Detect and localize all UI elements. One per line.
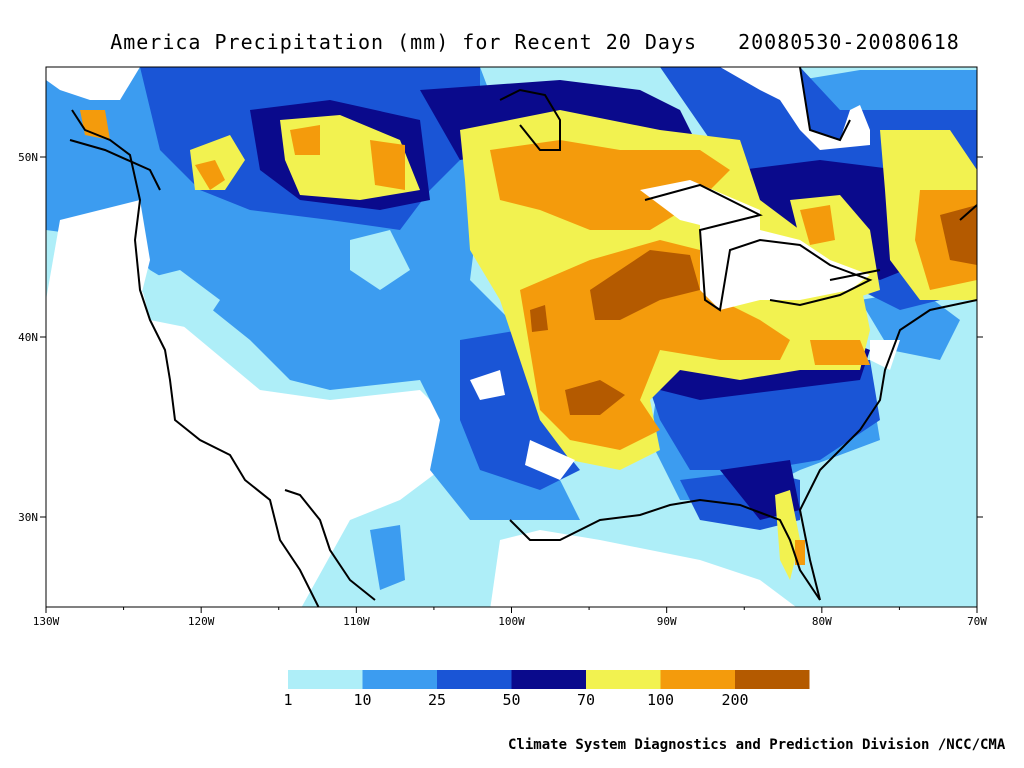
colorbar-label: 70: [577, 691, 595, 709]
baja-coast: [284, 489, 376, 601]
west-coast: [71, 109, 320, 607]
x-tick-label: 70W: [967, 615, 987, 628]
colorbar-label: 25: [428, 691, 446, 709]
colorbar-label: 10: [353, 691, 371, 709]
colorbar-label: 50: [502, 691, 520, 709]
y-tick-label: 40N: [18, 331, 38, 344]
x-axis: 130W 120W 110W 100W 90W 80W 70W: [33, 607, 987, 628]
y-tick-label: 50N: [18, 151, 38, 164]
zone-200-plus: [590, 250, 700, 320]
x-tick-label: 130W: [33, 615, 60, 628]
colorbar-swatch: [288, 670, 363, 689]
title-dates: 20080530-20080618: [738, 30, 960, 54]
colorbar-label: 200: [721, 691, 748, 709]
x-tick-label: 100W: [498, 615, 525, 628]
colorbar-swatch: [511, 670, 586, 689]
y-axis: 30N 40N 50N: [18, 151, 983, 524]
east-coast: [798, 299, 977, 601]
coastlines: [69, 67, 977, 607]
colorbar-swatch: [586, 670, 661, 689]
x-tick-label: 110W: [343, 615, 370, 628]
precip-field: [46, 67, 977, 607]
colorbar: 1 10 25 50 70 100 200: [283, 670, 810, 709]
credit-text: Climate System Diagnostics and Predictio…: [508, 737, 1006, 753]
colorbar-swatch: [735, 670, 810, 689]
y-tick-label: 30N: [18, 511, 38, 524]
great-lakes: [644, 183, 881, 312]
hudson-bay: [499, 88, 561, 151]
dry-zone-southwest: [46, 290, 450, 607]
colorbar-label: 100: [647, 691, 674, 709]
colorbar-swatch: [660, 670, 735, 689]
title-main: America Precipitation (mm) for Recent 20…: [110, 30, 698, 54]
x-tick-label: 90W: [657, 615, 677, 628]
x-tick-label: 80W: [812, 615, 832, 628]
zone-10-25-west: [46, 67, 580, 520]
chart-title: America Precipitation (mm) for Recent 20…: [0, 30, 1024, 54]
colorbar-swatch: [362, 670, 437, 689]
x-tick-label: 120W: [188, 615, 215, 628]
gulf-coast: [509, 498, 821, 601]
colorbar-label: 1: [283, 691, 292, 709]
colorbar-swatch: [437, 670, 512, 689]
